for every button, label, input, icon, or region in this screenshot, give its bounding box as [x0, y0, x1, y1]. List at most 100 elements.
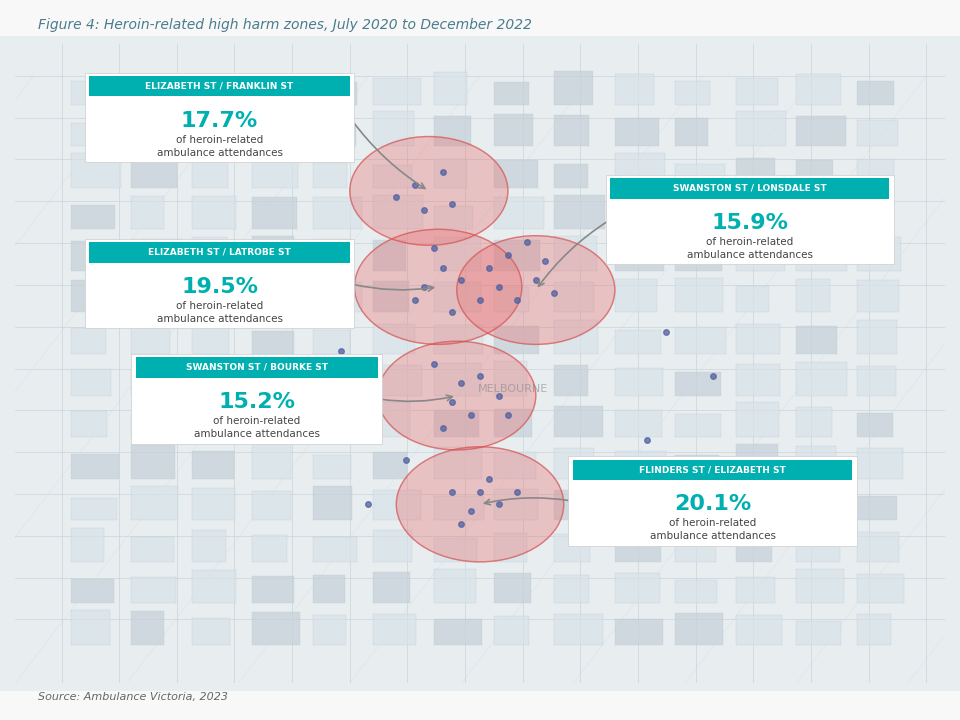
Bar	[494, 573, 531, 603]
Bar	[796, 116, 847, 146]
Bar	[252, 197, 298, 229]
Text: Figure 4: Heroin-related high harm zones, July 2020 to December 2022: Figure 4: Heroin-related high harm zones…	[38, 18, 533, 32]
Bar	[132, 156, 178, 188]
Bar	[434, 618, 482, 645]
Bar	[252, 236, 294, 271]
Bar	[614, 573, 660, 603]
Bar	[494, 409, 532, 437]
Bar	[252, 408, 289, 437]
FancyBboxPatch shape	[136, 357, 377, 378]
Bar	[555, 449, 594, 479]
Bar	[614, 206, 664, 229]
Bar	[313, 486, 352, 521]
Bar	[856, 449, 903, 479]
Bar	[614, 243, 664, 271]
Bar	[434, 282, 481, 312]
Bar	[71, 454, 119, 479]
Bar	[132, 238, 182, 271]
Bar	[796, 534, 840, 562]
Bar	[192, 451, 234, 479]
Bar	[71, 204, 114, 229]
Bar	[132, 444, 175, 479]
Bar	[252, 117, 297, 146]
Bar	[132, 577, 176, 603]
Bar	[555, 490, 598, 521]
Bar	[373, 165, 413, 188]
Bar	[675, 528, 716, 562]
Bar	[856, 120, 899, 146]
Bar	[434, 447, 482, 479]
Bar	[735, 364, 780, 395]
Bar	[434, 206, 473, 229]
Bar	[494, 287, 529, 312]
Bar	[735, 498, 786, 521]
Text: of heroin-related
ambulance attendances: of heroin-related ambulance attendances	[156, 301, 282, 324]
Bar	[373, 613, 416, 645]
Bar	[675, 414, 721, 437]
Bar	[856, 496, 897, 521]
Bar	[313, 537, 357, 562]
Bar	[313, 455, 351, 479]
Bar	[675, 164, 725, 188]
Text: SWANSTON ST / BOURKE ST: SWANSTON ST / BOURKE ST	[186, 363, 327, 372]
Bar	[71, 528, 105, 562]
Bar	[735, 615, 782, 645]
Bar	[675, 199, 722, 229]
FancyBboxPatch shape	[84, 73, 354, 162]
Text: 15.9%: 15.9%	[711, 213, 788, 233]
FancyBboxPatch shape	[84, 239, 354, 328]
Bar	[252, 491, 291, 521]
Bar	[796, 569, 844, 603]
Bar	[373, 324, 415, 354]
Bar	[796, 195, 843, 229]
Bar	[313, 330, 349, 354]
Circle shape	[354, 229, 522, 344]
Bar	[796, 279, 829, 312]
Bar	[555, 365, 588, 395]
FancyBboxPatch shape	[89, 76, 349, 96]
Bar	[494, 452, 536, 479]
Bar	[614, 488, 651, 521]
Bar	[856, 159, 894, 188]
Bar	[434, 496, 485, 521]
Bar	[494, 160, 538, 188]
Bar	[494, 533, 527, 562]
Bar	[252, 331, 294, 354]
Bar	[373, 490, 421, 521]
Bar	[434, 569, 476, 603]
Bar	[434, 237, 481, 271]
Bar	[313, 239, 351, 271]
Bar	[252, 161, 299, 188]
Bar	[735, 158, 775, 188]
Bar	[252, 373, 290, 395]
Bar	[555, 115, 588, 146]
Bar	[373, 402, 410, 437]
Bar	[675, 580, 717, 603]
Bar	[555, 575, 588, 603]
Bar	[132, 486, 179, 521]
Text: MELBOURNE: MELBOURNE	[477, 384, 547, 394]
Bar	[313, 163, 347, 188]
Bar	[373, 240, 406, 271]
Bar	[71, 579, 114, 603]
Bar	[252, 287, 301, 312]
FancyBboxPatch shape	[568, 456, 856, 546]
Bar	[71, 280, 111, 312]
Bar	[856, 366, 896, 395]
Bar	[252, 535, 287, 562]
Bar	[373, 194, 423, 229]
Bar	[494, 616, 529, 645]
Bar	[555, 534, 590, 562]
Bar	[132, 280, 166, 312]
Bar	[252, 444, 292, 479]
Bar	[735, 402, 779, 437]
Bar	[735, 577, 776, 603]
Bar	[132, 122, 171, 146]
Bar	[71, 153, 121, 188]
Bar	[373, 530, 412, 562]
Bar	[555, 282, 594, 312]
Bar	[555, 195, 605, 229]
Bar	[614, 410, 661, 437]
Bar	[434, 159, 467, 188]
FancyBboxPatch shape	[573, 459, 852, 480]
